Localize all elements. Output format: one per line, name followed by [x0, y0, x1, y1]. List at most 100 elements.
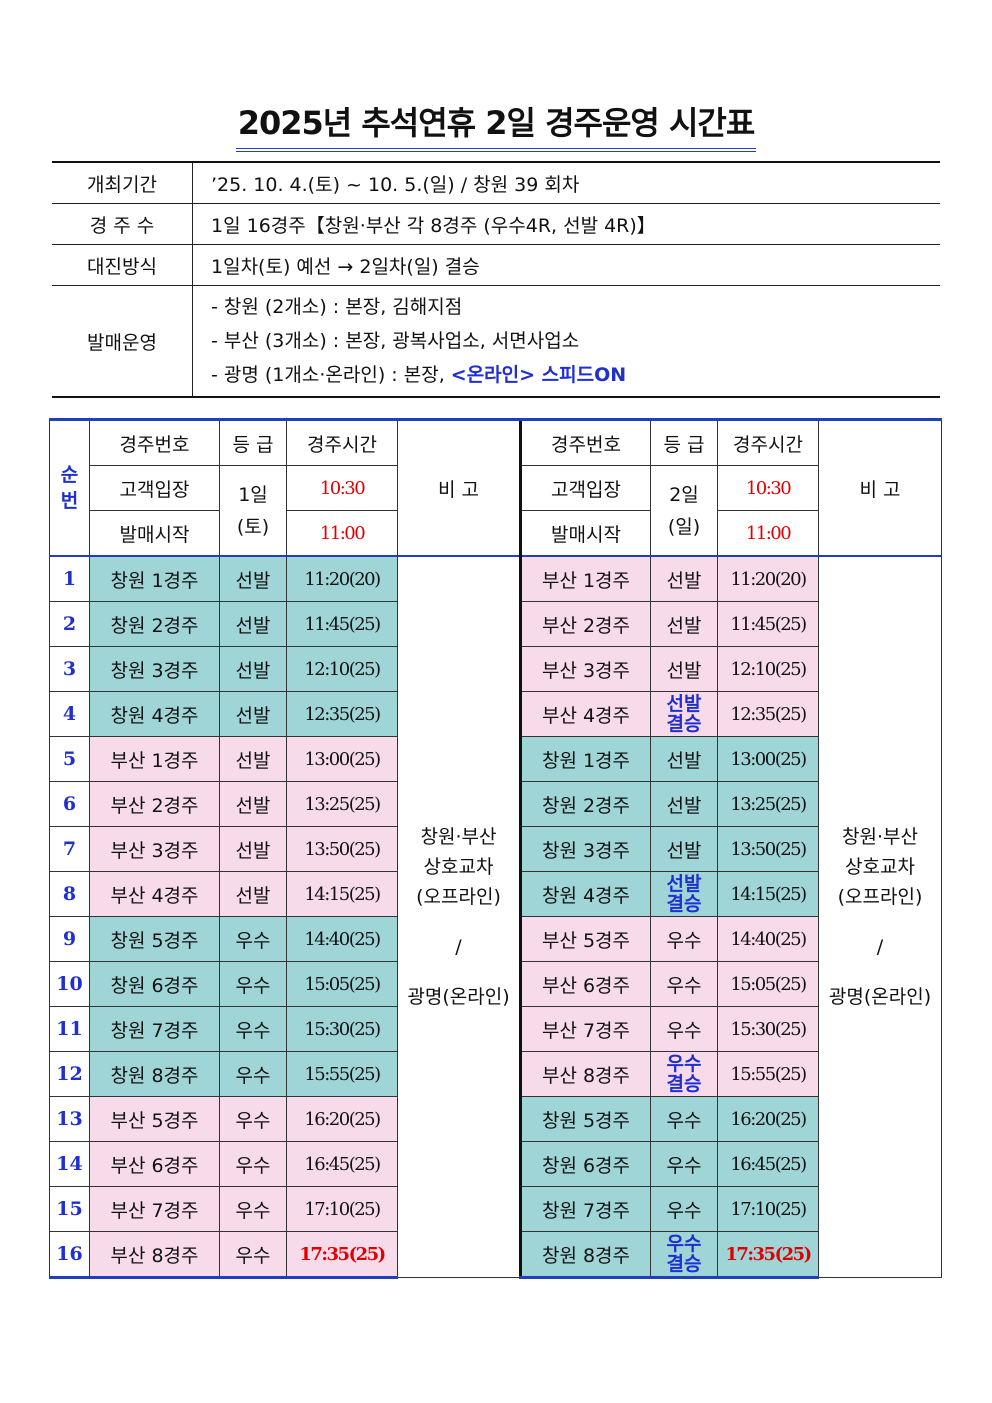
d2-note-line: 광명(온라인)	[828, 986, 932, 1008]
sales-label: 발매운영	[52, 285, 193, 398]
d2-race-grade: 선발	[650, 781, 718, 827]
d1-race-name: 창원 5경주	[89, 916, 220, 962]
d2-race-name: 창원 4경주	[519, 871, 651, 917]
d2-race-grade-top: 우수	[666, 1233, 702, 1255]
d2-race-grade: 선발	[650, 646, 718, 692]
info-row-races: 경 주 수 1일 16경주【창원·부산 각 8경주 (우수4R, 선발 4R)】	[52, 203, 940, 245]
d1-race-time: 16:20(25)	[286, 1096, 398, 1142]
d2-race-grade: 우수	[650, 916, 718, 962]
race-seq-number: 2	[49, 601, 90, 647]
d2-race-name: 창원 2경주	[519, 781, 651, 827]
header-row-1: 순 번 경주번호 등 급 경주시간 비 고 경주번호 등 급 경주시간 비 고	[49, 418, 942, 557]
d1-time-header: 경주시간	[286, 418, 398, 466]
d2-note-line: (오프라인)	[837, 886, 923, 908]
d2-race-time: 17:35(25)	[717, 1231, 819, 1279]
d1-race-time: 15:55(25)	[286, 1051, 398, 1097]
d2-race-grade: 우수	[650, 1096, 718, 1142]
d2-race-grade: 선발	[650, 736, 718, 782]
race-seq-number: 15	[49, 1186, 90, 1232]
d1-race-name: 창원 8경주	[89, 1051, 220, 1097]
race-seq-number: 4	[49, 691, 90, 737]
d1-note-line: /	[455, 936, 462, 958]
d1-race-name: 부산 7경주	[89, 1186, 220, 1232]
d2-race-time: 15:55(25)	[717, 1051, 819, 1097]
d1-race-name: 창원 2경주	[89, 601, 220, 647]
d1-day-cell: 1일 (토)	[219, 465, 287, 557]
d1-race-time: 11:45(25)	[286, 601, 398, 647]
d2-race-grade: 선발 결승	[650, 691, 718, 737]
d1-race-time: 14:40(25)	[286, 916, 398, 962]
d1-race-name: 창원 1경주	[89, 555, 220, 602]
d1-race-time: 16:45(25)	[286, 1141, 398, 1187]
table-row: 8 부산 4경주 선발 14:15(25) 창원 4경주 선발 결승 14:15(25)	[49, 871, 942, 917]
d2-race-time: 14:15(25)	[717, 871, 819, 917]
d2-day: 2일	[669, 483, 699, 506]
d2-race-time: 11:45(25)	[717, 601, 819, 647]
race-seq-number: 5	[49, 736, 90, 782]
d2-note-line: 창원·부산	[842, 826, 918, 848]
d2-race-name: 창원 1경주	[519, 736, 651, 782]
d2-race-name: 부산 4경주	[519, 691, 651, 737]
race-seq-number: 12	[49, 1051, 90, 1097]
race-seq-number: 14	[49, 1141, 90, 1187]
d1-entry-label: 고객입장	[89, 465, 220, 511]
table-row: 7 부산 3경주 선발 13:50(25) 창원 3경주 선발 13:50(25)	[49, 826, 942, 872]
race-schedule-table: 순 번 경주번호 등 급 경주시간 비 고 경주번호 등 급 경주시간 비 고 …	[49, 418, 942, 1279]
table-row: 12 창원 8경주 우수 15:55(25) 부산 8경주 우수 결승 15:55(25)	[49, 1051, 942, 1097]
d1-race-grade: 선발	[219, 601, 287, 647]
race-seq-number: 13	[49, 1096, 90, 1142]
d1-race-grade: 우수	[219, 1231, 287, 1279]
d1-race-grade: 선발	[219, 826, 287, 872]
d2-note: 창원·부산 상호교차 (오프라인) / 광명(온라인)	[818, 555, 942, 1278]
d1-race-header: 경주번호	[89, 418, 220, 466]
d2-race-name: 창원 8경주	[519, 1231, 651, 1279]
table-row: 2 창원 2경주 선발 11:45(25) 부산 2경주 선발 11:45(25)	[49, 601, 942, 647]
d2-race-name: 창원 6경주	[519, 1141, 651, 1187]
d2-race-time: 15:05(25)	[717, 961, 819, 1007]
races-value: 1일 16경주【창원·부산 각 8경주 (우수4R, 선발 4R)】	[192, 203, 940, 245]
race-seq-number: 1	[49, 555, 90, 602]
header-row-3: 발매시작 11:00 발매시작 11:00	[50, 510, 942, 557]
d1-race-time: 12:35(25)	[286, 691, 398, 737]
d1-race-time: 13:00(25)	[286, 736, 398, 782]
race-seq-number: 10	[49, 961, 90, 1007]
d1-sales-time: 11:00	[286, 510, 398, 557]
d1-weekday: (토)	[236, 515, 270, 538]
d2-race-time: 16:20(25)	[717, 1096, 819, 1142]
d1-note-line: 창원·부산	[420, 826, 497, 848]
d1-race-name: 부산 5경주	[89, 1096, 220, 1142]
d2-race-time: 11:20(20)	[717, 555, 819, 602]
page-title: 2025년 추석연휴 2일 경주운영 시간표	[235, 98, 757, 152]
d2-race-grade-final: 결승	[666, 893, 702, 915]
seq-header-2: 번	[60, 490, 79, 512]
d2-race-grade: 우수	[650, 961, 718, 1007]
d1-race-name: 창원 6경주	[89, 961, 220, 1007]
table-row: 10 창원 6경주 우수 15:05(25) 부산 6경주 우수 15:05(25)	[49, 961, 942, 1007]
d1-race-name: 부산 2경주	[89, 781, 220, 827]
d2-race-name: 부산 8경주	[519, 1051, 651, 1097]
d1-race-grade: 우수	[219, 916, 287, 962]
table-row: 3 창원 3경주 선발 12:10(25) 부산 3경주 선발 12:10(25)	[49, 646, 942, 692]
d2-race-grade-top: 선발	[666, 693, 702, 715]
d2-race-time: 16:45(25)	[717, 1141, 819, 1187]
sales-line-busan: - 부산 (3개소) : 본장, 광복사업소, 서면사업소	[211, 330, 580, 352]
d2-entry-time: 10:30	[717, 465, 819, 511]
d2-race-grade-final: 결승	[666, 713, 702, 735]
table-row: 1 창원 1경주 선발 11:20(20) 창원·부산 상호교차 (오프라인) / 광명(온라인…	[49, 555, 942, 1278]
d2-race-grade-final: 결승	[666, 1073, 702, 1095]
race-seq-number: 6	[49, 781, 90, 827]
sales-line-changwon: - 창원 (2개소) : 본장, 김해지점	[211, 296, 463, 318]
d1-race-name: 창원 4경주	[89, 691, 220, 737]
d1-race-grade: 선발	[219, 736, 287, 782]
d2-race-time: 12:10(25)	[717, 646, 819, 692]
d1-note-header: 비 고	[397, 418, 521, 557]
d1-grade-header: 등 급	[219, 418, 287, 466]
sales-line-gwangmyeong: - 광명 (1개소·온라인) : 본장, <온라인> 스피드ON	[211, 358, 940, 392]
d2-race-header: 경주번호	[519, 418, 651, 466]
d2-race-grade: 우수	[650, 1006, 718, 1052]
d2-race-grade: 우수 결승	[650, 1231, 718, 1279]
format-value: 1일차(토) 예선 → 2일차(일) 결승	[192, 244, 940, 286]
d1-race-name: 부산 3경주	[89, 826, 220, 872]
d2-day-cell: 2일 (일)	[650, 465, 718, 557]
table-row: 15 부산 7경주 우수 17:10(25) 창원 7경주 우수 17:10(25)	[49, 1186, 942, 1232]
